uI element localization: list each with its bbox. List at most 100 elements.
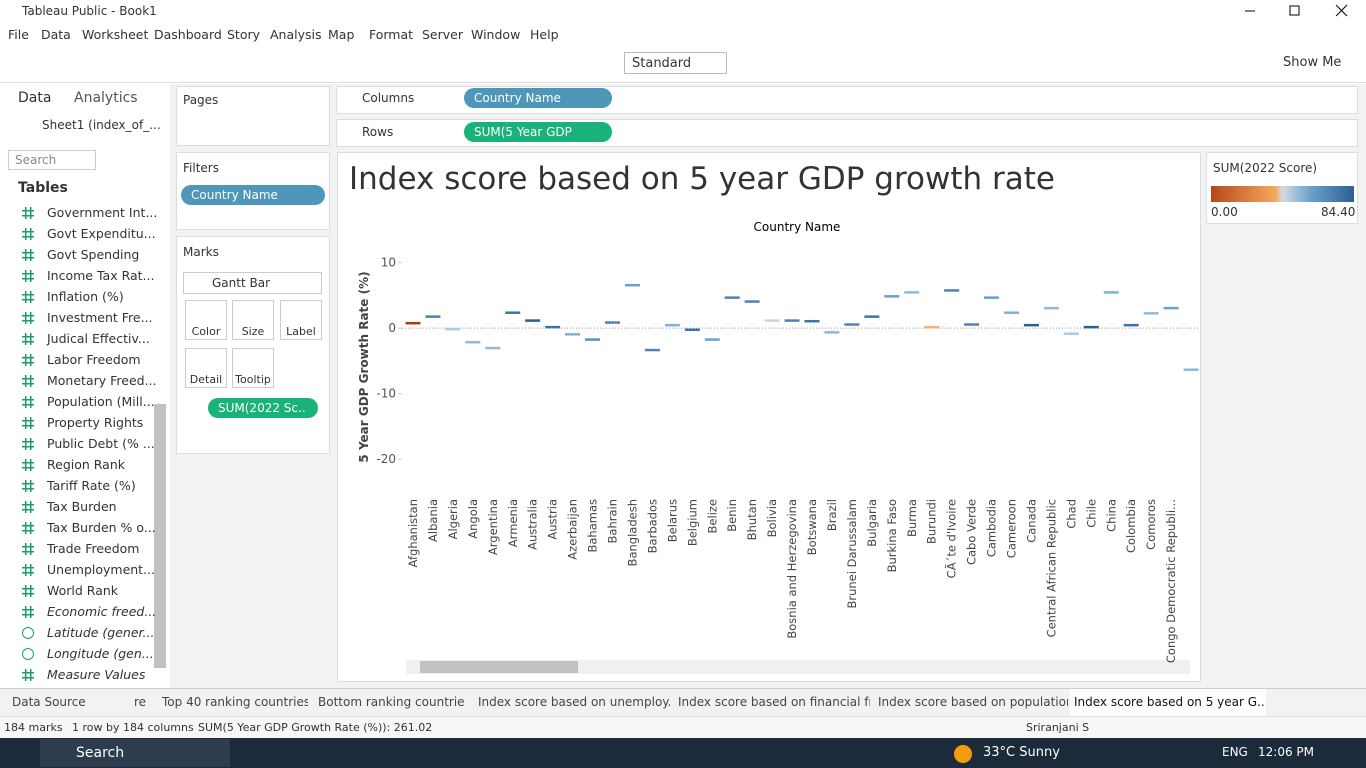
status-bar bbox=[0, 716, 1366, 739]
gantt-bar bbox=[764, 319, 780, 322]
field[interactable]: Region Rank bbox=[47, 457, 125, 472]
menu-item[interactable]: Help bbox=[530, 27, 559, 42]
field-icon bbox=[22, 207, 34, 219]
gantt-bar bbox=[1143, 312, 1159, 315]
clock[interactable]: 12:06 PM bbox=[1258, 745, 1314, 759]
field[interactable]: Monetary Freed... bbox=[47, 373, 157, 388]
field[interactable]: Population (Mill... bbox=[47, 394, 155, 409]
mark-type[interactable]: Gantt Bar bbox=[183, 272, 322, 294]
sheet-tab[interactable]: Top 40 ranking countries bbox=[162, 695, 308, 709]
field[interactable]: World Rank bbox=[47, 583, 119, 598]
field[interactable]: Income Tax Rat... bbox=[47, 268, 155, 283]
color-pill[interactable]: SUM(2022 Sc.. bbox=[208, 398, 318, 418]
field-icon bbox=[22, 480, 34, 492]
field[interactable]: Economic freed... bbox=[47, 604, 157, 619]
sheet-tab[interactable]: Bottom ranking countries bbox=[318, 695, 464, 709]
mark-button[interactable]: Tooltip bbox=[232, 348, 274, 388]
menu-item[interactable]: Analysis bbox=[270, 27, 322, 42]
mark-button[interactable]: Detail bbox=[185, 348, 227, 388]
user-name[interactable]: Sriranjani S bbox=[1026, 721, 1090, 734]
gantt-bar bbox=[425, 315, 441, 318]
gantt-bar bbox=[1083, 325, 1099, 329]
chart: Index score based on 5 year GDP growth r… bbox=[337, 152, 1201, 682]
field[interactable]: Tariff Rate (%) bbox=[47, 478, 136, 493]
field-icon bbox=[22, 543, 34, 555]
field[interactable]: Labor Freedom bbox=[47, 352, 141, 367]
x-tick-label: Armenia bbox=[506, 499, 520, 547]
h-scroll-thumb[interactable] bbox=[420, 661, 578, 673]
chart-title: Index score based on 5 year GDP growth r… bbox=[349, 161, 1055, 197]
sheet-tab[interactable]: re bbox=[134, 695, 147, 709]
field-icon bbox=[22, 312, 34, 324]
scrollbar[interactable] bbox=[154, 404, 166, 668]
y-axis-title: 5 Year GDP Growth Rate (%) bbox=[357, 271, 371, 462]
x-tick-label: Benin bbox=[725, 499, 739, 532]
field[interactable]: Inflation (%) bbox=[47, 289, 124, 304]
menu-item[interactable]: Format bbox=[369, 27, 414, 42]
x-tick-label: Belize bbox=[705, 499, 719, 533]
language[interactable]: ENG bbox=[1222, 745, 1248, 759]
mark-button[interactable]: Label bbox=[280, 300, 322, 340]
fit-dropdown[interactable]: Standard bbox=[624, 52, 727, 74]
weather-icon[interactable] bbox=[954, 745, 972, 763]
field[interactable]: Longitude (gen... bbox=[47, 646, 154, 661]
taskbar-search[interactable] bbox=[40, 739, 230, 767]
field[interactable]: Judical Effectiv... bbox=[47, 331, 150, 346]
field[interactable]: Govt Expenditu... bbox=[47, 226, 156, 241]
gantt-bar bbox=[1183, 368, 1199, 371]
field-icon bbox=[22, 270, 34, 282]
pages-card bbox=[176, 86, 330, 146]
menu-item[interactable]: Server bbox=[422, 27, 463, 42]
menu-item[interactable]: Window bbox=[471, 27, 521, 42]
data-tab[interactable]: Data bbox=[18, 90, 52, 106]
gantt-bar bbox=[525, 319, 541, 322]
field-icon bbox=[22, 501, 34, 513]
filter-pill[interactable]: Country Name bbox=[181, 185, 325, 205]
field-icon bbox=[22, 417, 34, 429]
sheet-tab[interactable]: Index score based on 5 year G... bbox=[1070, 689, 1266, 716]
field[interactable]: Measure Values bbox=[47, 667, 146, 682]
menu-item[interactable]: Dashboard bbox=[154, 27, 222, 42]
field[interactable]: Tax Burden % o... bbox=[47, 520, 156, 535]
field[interactable]: Unemployment... bbox=[47, 562, 156, 577]
y-tick-label: 0 bbox=[388, 321, 396, 335]
field[interactable]: Government Int... bbox=[47, 205, 158, 220]
data-source[interactable]: Sheet1 (index_of_... bbox=[42, 118, 161, 132]
columns-pill[interactable]: Country Name bbox=[464, 88, 612, 108]
field[interactable]: Govt Spending bbox=[47, 247, 140, 262]
status-item: 184 marks bbox=[4, 721, 63, 734]
sheet-tab[interactable]: Index score based on unemploy... bbox=[478, 695, 670, 709]
field[interactable]: Tax Burden bbox=[47, 499, 117, 514]
field[interactable]: Property Rights bbox=[47, 415, 144, 430]
field[interactable]: Investment Fre... bbox=[47, 310, 153, 325]
show-me[interactable]: Show Me bbox=[1283, 55, 1342, 70]
taskbar-search-text[interactable]: Search bbox=[76, 745, 125, 761]
controls-icons[interactable] bbox=[1243, 2, 1353, 20]
mark-button[interactable]: Color bbox=[185, 300, 227, 340]
field[interactable]: Trade Freedom bbox=[47, 541, 140, 556]
sheet-tab[interactable]: Data Source bbox=[12, 695, 86, 709]
rows-pill[interactable]: SUM(5 Year GDP Gro.. bbox=[464, 122, 612, 142]
menu-item[interactable]: File bbox=[8, 27, 29, 42]
weather[interactable]: 33°C Sunny bbox=[983, 745, 1060, 760]
field-icon bbox=[22, 564, 34, 576]
menu-item[interactable]: Worksheet bbox=[82, 27, 149, 42]
search-field[interactable]: Search bbox=[8, 150, 96, 170]
gantt-bar bbox=[445, 327, 461, 331]
sheet-tab[interactable]: Index score based on population bbox=[878, 695, 1068, 709]
menu-item[interactable]: Map bbox=[328, 27, 355, 42]
window-controls[interactable] bbox=[1243, 2, 1353, 24]
mark-button[interactable]: Size bbox=[232, 300, 274, 340]
analytics-tab[interactable]: Analytics bbox=[74, 90, 138, 106]
menu-item[interactable]: Data bbox=[41, 27, 71, 42]
field[interactable]: Latitude (gener... bbox=[47, 625, 155, 640]
gantt-bar bbox=[964, 323, 980, 326]
x-tick-label: Botswana bbox=[805, 499, 819, 555]
field[interactable]: Public Debt (% ... bbox=[47, 436, 155, 451]
h-scrollbar[interactable] bbox=[406, 660, 1190, 674]
sheet-tab[interactable]: Index score based on financial fr... bbox=[678, 695, 870, 709]
field-icon bbox=[22, 606, 34, 618]
menu-item[interactable]: Story bbox=[227, 27, 261, 42]
gantt-bar bbox=[1103, 291, 1119, 294]
gantt-bar bbox=[485, 346, 501, 350]
